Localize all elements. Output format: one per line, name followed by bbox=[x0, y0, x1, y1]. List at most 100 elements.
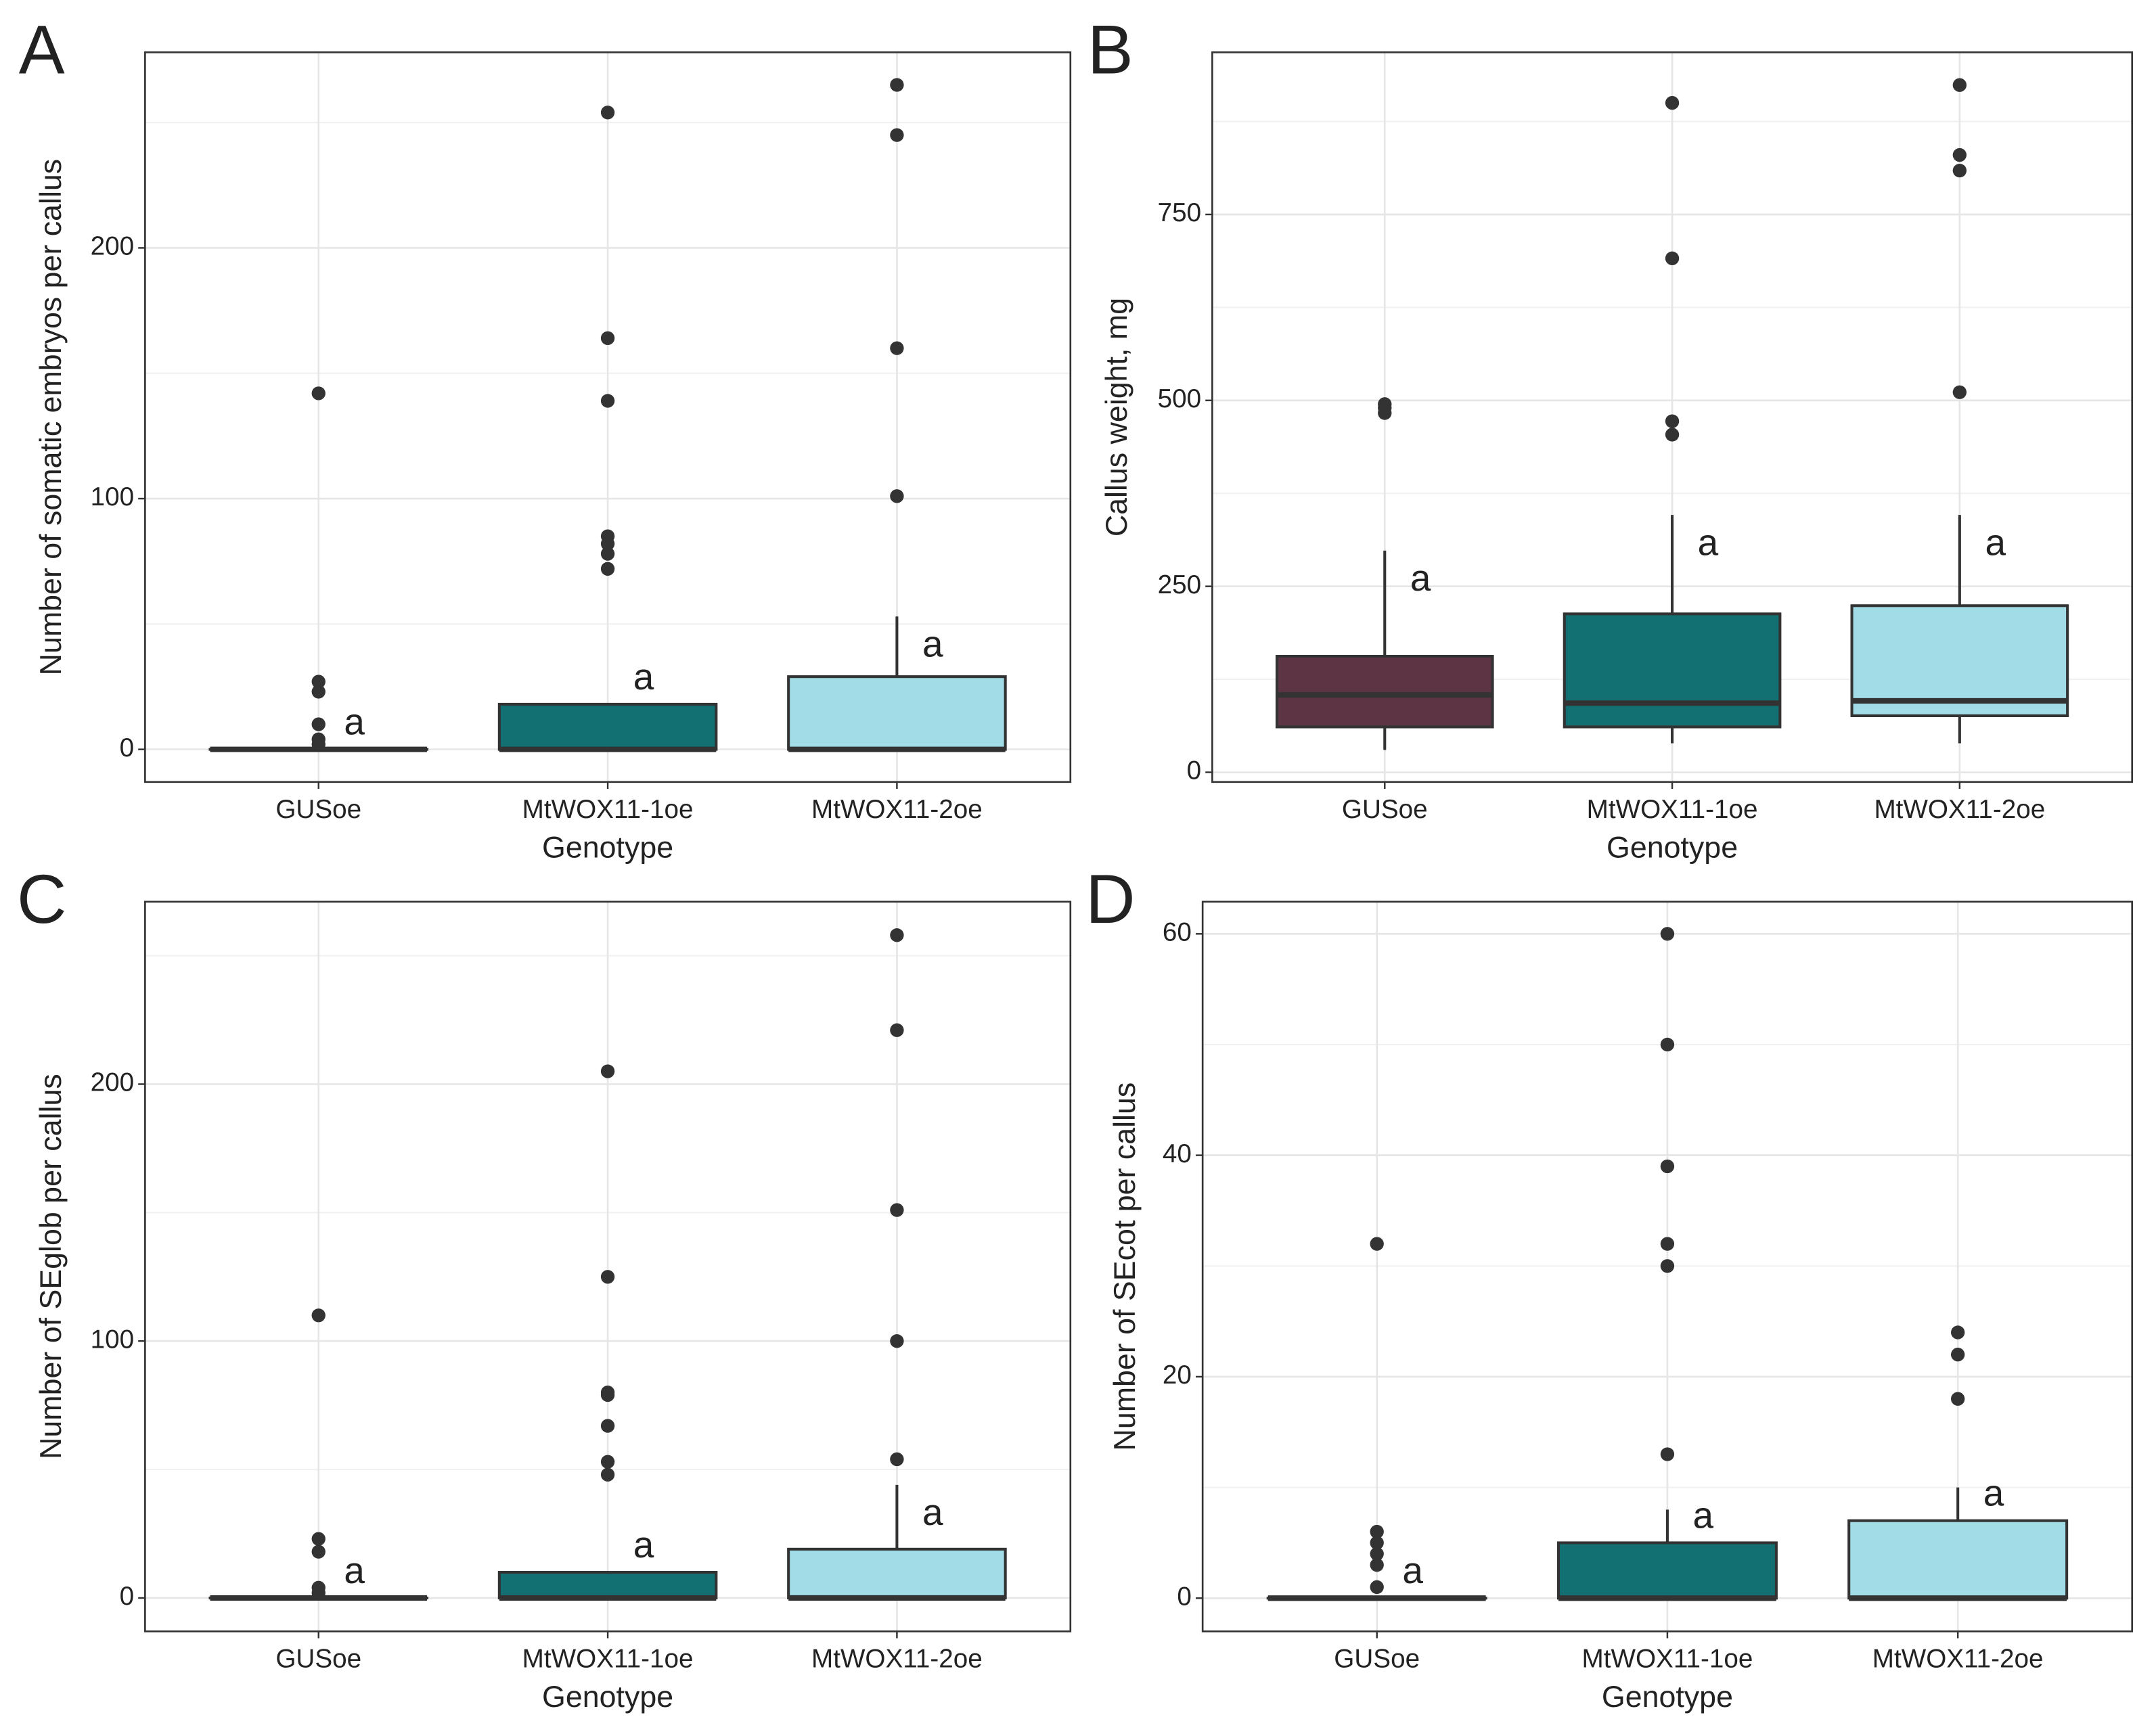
outlier bbox=[890, 928, 904, 942]
group-label: a bbox=[344, 1549, 365, 1591]
x-axis-title: Genotype bbox=[1607, 830, 1738, 864]
outlier bbox=[1950, 1325, 1965, 1340]
outlier bbox=[311, 675, 325, 689]
panel-border bbox=[144, 51, 1072, 783]
x-tick-label: MtWOX11-1oe bbox=[522, 795, 694, 824]
outlier bbox=[1952, 147, 1967, 162]
outlier bbox=[311, 685, 325, 699]
outlier bbox=[600, 1467, 615, 1482]
x-tick-label: MtWOX11-2oe bbox=[1874, 795, 2045, 824]
outlier bbox=[1950, 1348, 1965, 1362]
box bbox=[1275, 654, 1494, 729]
outlier bbox=[890, 489, 904, 503]
box bbox=[1847, 1519, 2069, 1600]
group-label: a bbox=[1983, 1472, 2004, 1514]
group-label: a bbox=[922, 1491, 943, 1533]
outlier bbox=[1660, 1259, 1675, 1273]
box bbox=[1850, 604, 2069, 718]
outlier bbox=[600, 536, 615, 551]
y-axis-title: Number of somatic embryos per callus bbox=[34, 159, 68, 676]
x-tick-label: MtWOX11-2oe bbox=[811, 1644, 983, 1673]
y-tick-label: 200 bbox=[91, 1068, 135, 1097]
group-label: a bbox=[633, 656, 654, 698]
x-tick-label: MtWOX11-1oe bbox=[1582, 1644, 1753, 1673]
outlier bbox=[890, 1023, 904, 1037]
panel-label: B bbox=[1087, 11, 1133, 88]
outlier bbox=[1665, 251, 1680, 266]
box bbox=[497, 1570, 718, 1600]
outlier bbox=[1950, 1392, 1965, 1406]
x-tick-label: MtWOX11-1oe bbox=[1587, 795, 1758, 824]
outlier bbox=[1952, 385, 1967, 399]
panel-label: D bbox=[1085, 861, 1135, 938]
x-axis-title: Genotype bbox=[542, 830, 673, 864]
outlier bbox=[890, 128, 904, 142]
y-tick-label: 40 bbox=[1163, 1139, 1192, 1168]
outlier bbox=[1370, 1557, 1384, 1572]
y-tick-label: 20 bbox=[1163, 1361, 1192, 1390]
outlier bbox=[600, 547, 615, 561]
x-tick-label: MtWOX11-2oe bbox=[811, 795, 983, 824]
x-tick-label: GUSoe bbox=[275, 1644, 361, 1673]
y-tick-label: 60 bbox=[1163, 918, 1192, 947]
x-axis-title: Genotype bbox=[1602, 1680, 1733, 1714]
box bbox=[1556, 1541, 1778, 1600]
outlier bbox=[600, 394, 615, 408]
y-axis-title: Callus weight, mg bbox=[1100, 298, 1133, 536]
outlier bbox=[1952, 163, 1967, 178]
x-tick-label: GUSoe bbox=[275, 795, 361, 824]
x-tick-label: MtWOX11-1oe bbox=[522, 1644, 694, 1673]
outlier bbox=[1378, 406, 1392, 420]
panel-border bbox=[1211, 51, 2134, 783]
box bbox=[787, 675, 1007, 751]
outlier bbox=[311, 717, 325, 731]
outlier bbox=[1665, 414, 1680, 428]
outlier bbox=[311, 1308, 325, 1323]
x-axis-title: Genotype bbox=[542, 1680, 673, 1714]
outlier bbox=[311, 1545, 325, 1559]
outlier bbox=[1370, 1547, 1384, 1561]
outlier bbox=[1660, 927, 1675, 941]
panel-label: C bbox=[17, 861, 66, 938]
x-tick-label: GUSoe bbox=[1334, 1644, 1420, 1673]
outlier bbox=[1665, 428, 1680, 442]
outlier bbox=[600, 1419, 615, 1433]
outlier bbox=[600, 1388, 615, 1402]
outlier bbox=[1370, 1237, 1384, 1251]
outlier bbox=[1660, 1159, 1675, 1174]
x-tick-label: MtWOX11-2oe bbox=[1872, 1644, 2044, 1673]
outlier bbox=[1952, 78, 1967, 92]
group-label: a bbox=[633, 1524, 654, 1566]
outlier bbox=[311, 1532, 325, 1546]
y-tick-label: 500 bbox=[1158, 384, 1202, 413]
y-axis-title: Number of SEglob per callus bbox=[34, 1074, 68, 1459]
panel-border bbox=[1201, 900, 2134, 1632]
outlier bbox=[1370, 1524, 1384, 1539]
outlier bbox=[890, 1452, 904, 1467]
box bbox=[497, 702, 718, 751]
outlier bbox=[600, 331, 615, 346]
y-tick-label: 100 bbox=[91, 1325, 135, 1354]
y-axis-title: Number of SEcot per callus bbox=[1108, 1082, 1142, 1451]
group-label: a bbox=[344, 701, 365, 743]
outlier bbox=[1660, 1447, 1675, 1461]
y-tick-label: 750 bbox=[1158, 198, 1202, 227]
y-tick-label: 0 bbox=[120, 1582, 135, 1611]
outlier bbox=[1660, 1237, 1675, 1251]
group-label: a bbox=[1693, 1494, 1714, 1536]
outlier bbox=[311, 386, 325, 401]
y-tick-label: 250 bbox=[1158, 570, 1202, 599]
y-tick-label: 0 bbox=[1177, 1582, 1192, 1611]
group-label: a bbox=[1698, 521, 1719, 563]
outlier bbox=[890, 1334, 904, 1348]
outlier bbox=[1665, 95, 1680, 110]
group-label: a bbox=[1985, 521, 2006, 563]
group-label: a bbox=[1410, 557, 1431, 599]
panel-border bbox=[144, 900, 1072, 1632]
outlier bbox=[1660, 1037, 1675, 1052]
outlier bbox=[311, 1586, 325, 1600]
outlier bbox=[600, 1064, 615, 1078]
outlier bbox=[600, 106, 615, 120]
